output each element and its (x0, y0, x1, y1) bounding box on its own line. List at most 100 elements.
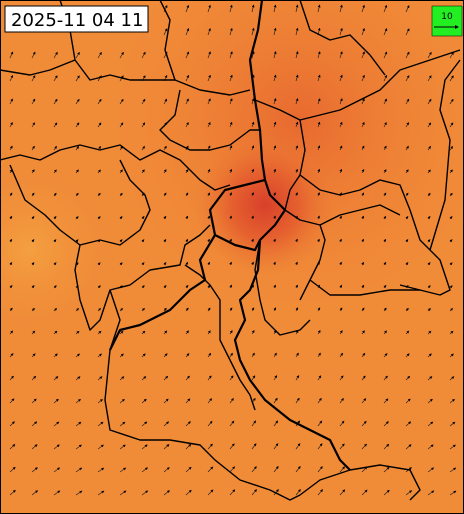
wind-arrow (405, 353, 410, 358)
wind-arrow (31, 215, 35, 220)
wind-arrow (31, 169, 35, 174)
wind-arrow (427, 444, 434, 450)
wind-arrow (427, 353, 432, 358)
wind-arrow (119, 421, 126, 427)
wind-arrow (53, 444, 60, 450)
wind-arrow (53, 285, 57, 289)
wind-arrow (141, 398, 147, 404)
wind-arrow (53, 330, 58, 335)
wind-arrow (427, 307, 431, 312)
wind-arrow (185, 4, 190, 13)
wind-arrow (31, 421, 38, 427)
wind-arrow (9, 444, 16, 450)
wind-arrow (141, 285, 145, 289)
wind-arrow (427, 376, 433, 381)
wind-arrow (339, 397, 344, 404)
wind-vectors (9, 4, 457, 496)
wind-arrow (405, 239, 409, 243)
wind-arrow (185, 261, 189, 266)
wind-arrow (383, 51, 388, 59)
wind-arrow (339, 443, 345, 450)
wind-arrow (383, 98, 387, 105)
wind-arrow (361, 307, 365, 312)
wind-arrow (163, 215, 167, 220)
wind-arrow (251, 489, 257, 496)
wind-arrow (163, 307, 167, 312)
wind-arrow (295, 375, 300, 381)
wind-arrow (97, 51, 102, 59)
wind-arrow (97, 399, 103, 404)
wind-arrow (31, 285, 35, 289)
wind-arrow (31, 145, 35, 151)
wind-arrow (119, 444, 126, 450)
wind-arrow (163, 353, 168, 358)
wind-arrow (75, 145, 80, 151)
wind-arrow (273, 375, 278, 381)
wind-arrow (449, 192, 453, 197)
wind-arrow (9, 238, 13, 243)
wind-arrow (53, 122, 58, 128)
wind-arrow (405, 169, 409, 174)
wind-arrow (339, 98, 343, 105)
wind-arrow (361, 4, 365, 13)
wind-arrow (119, 308, 123, 312)
wind-arrow (185, 398, 191, 404)
wind-arrow (427, 145, 431, 151)
wind-arrow (207, 215, 210, 220)
timestamp-box (4, 5, 149, 33)
wind-arrow (75, 308, 79, 312)
wind-arrow (53, 353, 58, 358)
wind-arrow (339, 420, 345, 427)
wind-arrow (141, 215, 145, 220)
wind-arrow (273, 352, 277, 358)
wind-arrow (207, 238, 210, 243)
wind-arrow (361, 168, 365, 174)
wind-arrow (53, 490, 61, 496)
wind-arrow (229, 74, 233, 82)
wind-arrow (383, 421, 389, 427)
wind-arrow (141, 169, 145, 174)
wind-arrow (449, 75, 454, 82)
wind-arrow (141, 145, 145, 151)
wind-arrow (229, 145, 233, 151)
wind-arrow (207, 489, 214, 496)
wind-arrow (405, 75, 410, 82)
wind-arrow (119, 98, 124, 105)
wind-arrow (141, 421, 148, 427)
wind-arrow (273, 397, 278, 404)
wind-arrow (317, 192, 320, 197)
wind-arrow (229, 261, 232, 266)
wind-arrow (9, 215, 13, 220)
wind-arrow (53, 192, 57, 197)
wind-arrow (361, 375, 366, 381)
wind-arrow (251, 51, 255, 59)
wind-arrow (295, 121, 299, 128)
wind-arrow (141, 330, 146, 335)
wind-arrow (361, 398, 367, 404)
wind-arrow (141, 51, 146, 59)
wind-arrow (295, 489, 301, 496)
wind-arrow (273, 238, 276, 243)
wind-arrow (75, 122, 80, 128)
wind-arrow (361, 238, 364, 243)
wind-arrow (405, 145, 409, 151)
wind-arrow (75, 51, 80, 59)
wind-arrow (273, 489, 279, 496)
wind-arrow (31, 398, 37, 404)
wind-arrow (163, 398, 169, 404)
wind-arrow (53, 467, 61, 473)
wind-arrow (207, 330, 211, 335)
wind-arrow (229, 215, 232, 220)
wind-arrow (251, 238, 254, 243)
wind-arrow (383, 375, 388, 381)
wind-arrow (405, 398, 411, 404)
wind-arrow (383, 169, 387, 174)
wind-arrow (273, 443, 279, 450)
wind-arrow (361, 192, 365, 197)
wind-arrow (339, 4, 343, 13)
wind-arrow (383, 307, 387, 312)
wind-arrow (295, 443, 301, 450)
wind-arrow (119, 192, 123, 197)
wind-arrow (427, 490, 435, 496)
wind-arrow (317, 375, 322, 381)
